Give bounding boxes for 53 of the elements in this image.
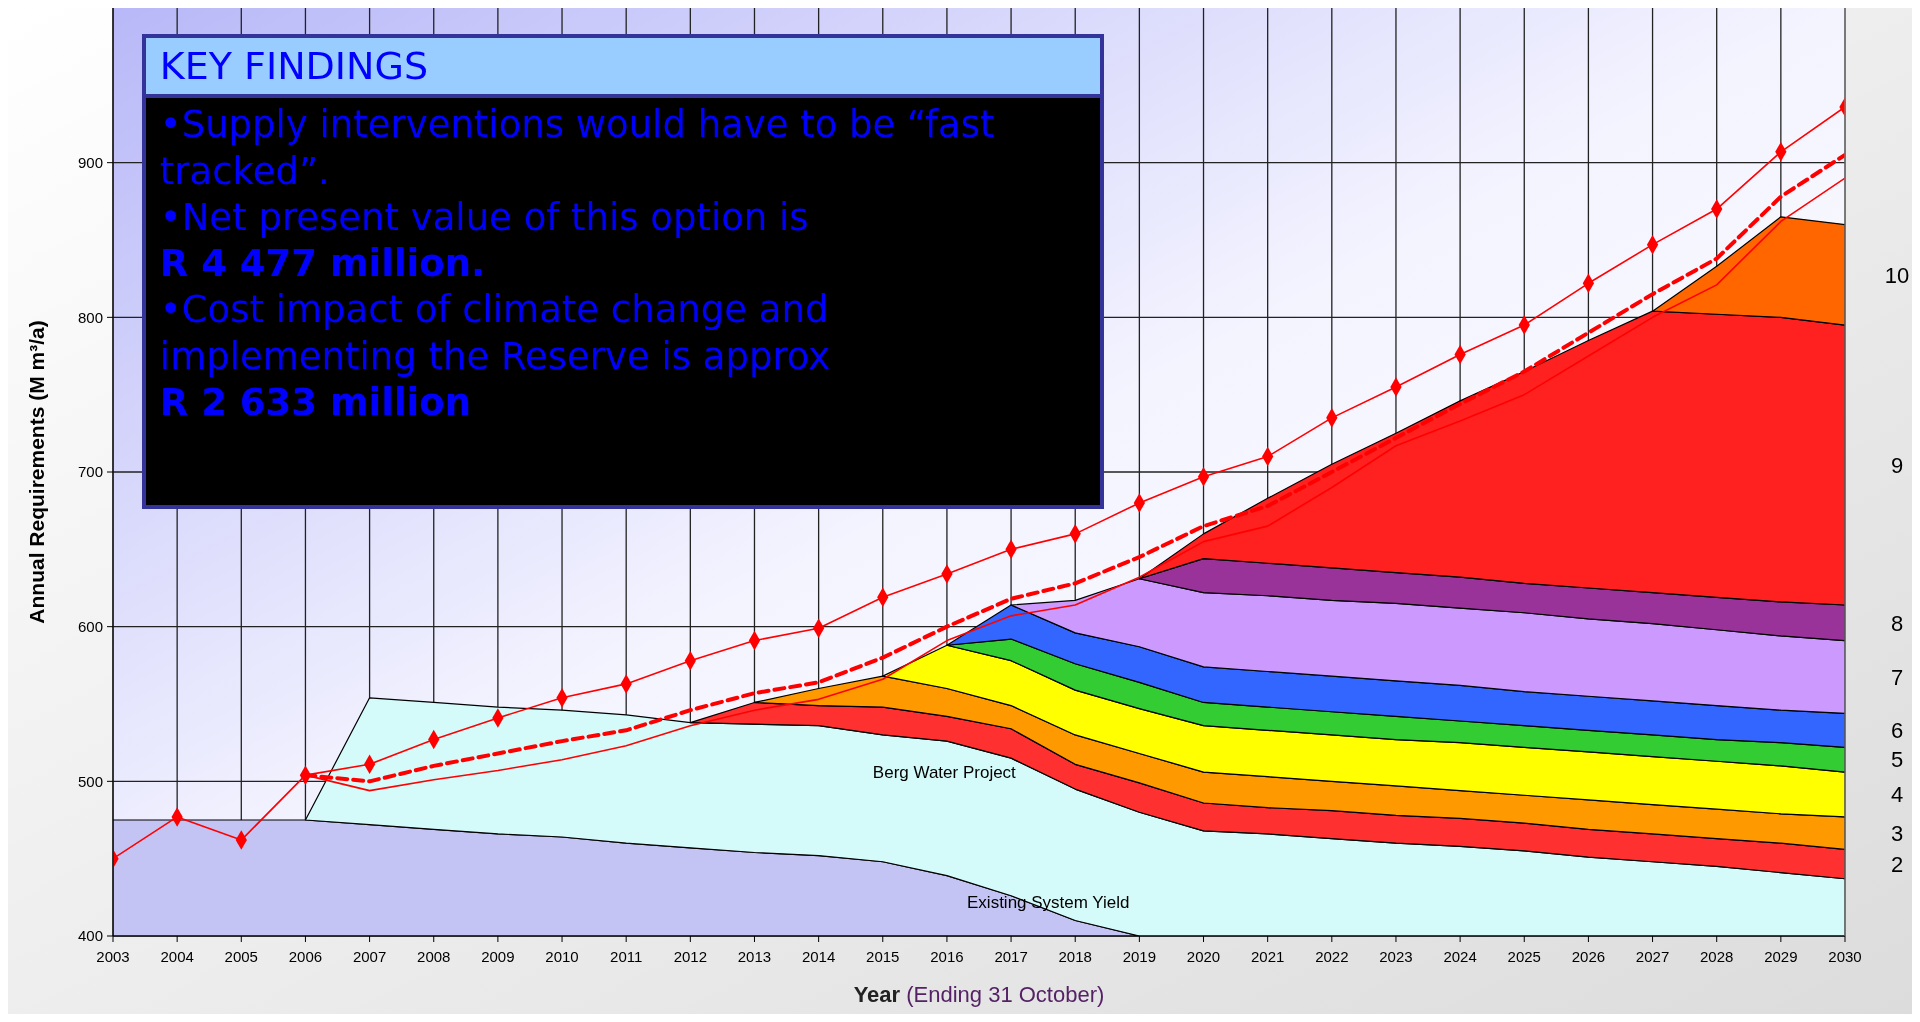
text: 4 — [1890, 782, 1904, 808]
x-tick-label: 2020 — [1186, 948, 1221, 965]
text: 7 — [1890, 664, 1904, 690]
y-axis-title: Annual Requirements (M m³/a) — [25, 320, 48, 624]
y-tick-label: 600 — [77, 617, 103, 635]
text: 5 — [1890, 747, 1904, 773]
series-label: Existing System Yield — [967, 893, 1130, 913]
x-tick-label: 2009 — [481, 948, 515, 965]
annotation: R 4 477 million. — [159, 241, 487, 288]
x-tick-label: 2017 — [994, 948, 1028, 965]
x-tick-label: 2016 — [930, 948, 964, 965]
text: 8 — [1890, 610, 1904, 636]
x-tick-label: 2015 — [866, 948, 900, 965]
x-tick-label: 2025 — [1507, 948, 1541, 965]
x-tick-label: 2007 — [352, 948, 387, 965]
x-axis-title: Year (Ending 31 October) — [853, 982, 1105, 1007]
x-tick-label: 2022 — [1315, 948, 1349, 965]
x-tick-label: 2029 — [1764, 948, 1798, 965]
x-tick-label: 2004 — [160, 948, 194, 965]
annotation: R 2 633 million — [159, 379, 473, 426]
text: 2 — [1890, 851, 1904, 877]
x-tick-label: 2008 — [417, 948, 451, 965]
y-tick-label: 400 — [77, 927, 103, 945]
y-tick-label: 800 — [77, 308, 103, 326]
y-tick-label: 900 — [77, 153, 103, 171]
x-tick-label: 2030 — [1828, 948, 1862, 965]
series-label: Berg Water Project — [872, 763, 1017, 783]
text: 3 — [1890, 820, 1904, 846]
x-tick-label: 2023 — [1379, 948, 1413, 965]
x-tick-label: 2026 — [1571, 948, 1606, 965]
x-tick-label: 2027 — [1635, 948, 1670, 965]
x-tick-label: 2013 — [737, 948, 772, 965]
annotation: •Net present value of this option is — [159, 194, 810, 241]
series-label: 10 — [1884, 262, 1910, 288]
x-tick-label: 2021 — [1250, 948, 1285, 965]
x-tick-label: 2028 — [1700, 948, 1734, 965]
x-tick-label: 2019 — [1122, 948, 1157, 965]
text: 6 — [1890, 717, 1904, 743]
y-tick-label: 500 — [77, 772, 103, 790]
annotation: •Supply interventions would have to be “fast tracked”. — [159, 102, 996, 195]
x-tick-label: 2005 — [224, 948, 258, 965]
x-tick-label: 2003 — [96, 948, 130, 965]
x-tick-label: 2012 — [673, 948, 708, 965]
y-tick-label: 700 — [77, 463, 103, 481]
x-tick-label: 2024 — [1443, 948, 1477, 965]
text: 9 — [1890, 452, 1904, 478]
annotation: •Cost impact of climate change and implementing the Reserve is approx — [159, 287, 832, 380]
x-tick-label: 2010 — [545, 948, 579, 965]
x-tick-label: 2006 — [288, 948, 323, 965]
x-tick-label: 2018 — [1058, 948, 1092, 965]
x-tick-label: 2011 — [610, 948, 643, 965]
x-tick-label: 2014 — [801, 948, 836, 965]
annotation: KEY FINDINGS — [145, 38, 1101, 99]
